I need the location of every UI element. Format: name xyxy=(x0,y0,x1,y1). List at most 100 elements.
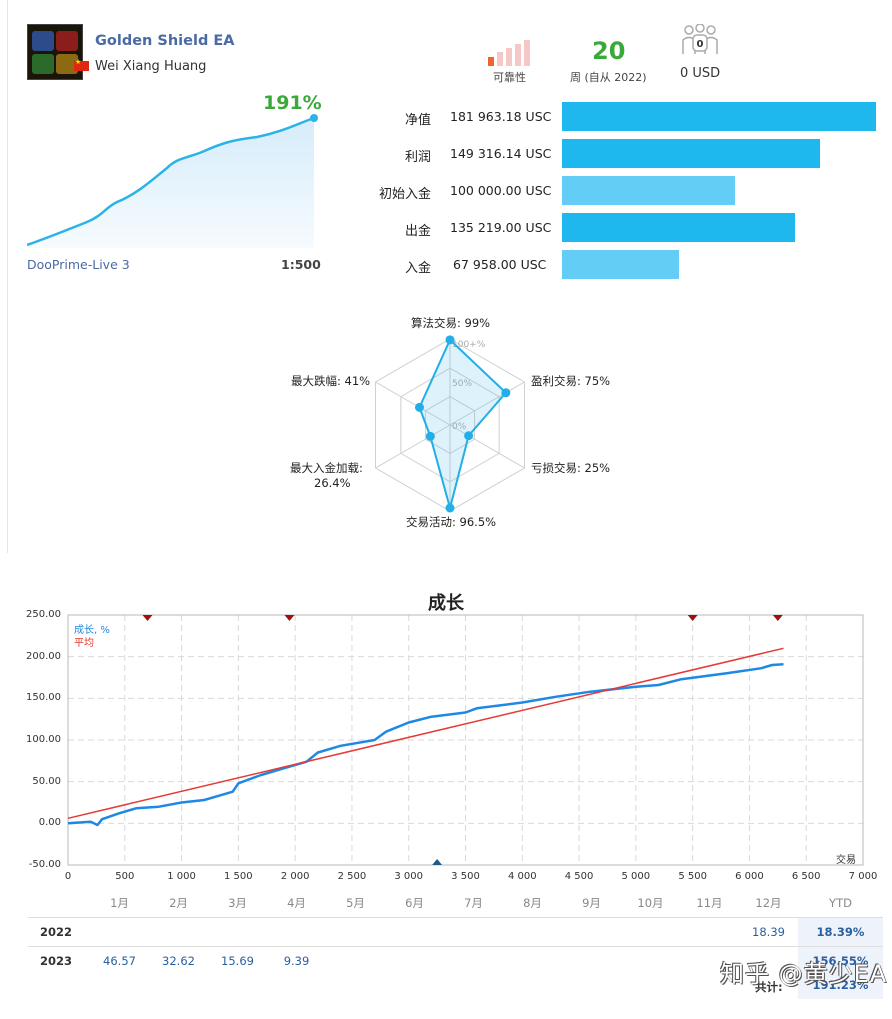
month-value-cell[interactable]: 46.57 xyxy=(103,954,136,968)
total-value: 191.23% xyxy=(798,971,883,999)
financial-bar[interactable] xyxy=(562,102,876,131)
growth-series-line[interactable] xyxy=(67,662,784,827)
month-value-cell xyxy=(503,918,562,947)
growth-line-chart[interactable] xyxy=(67,614,864,866)
month-value-cell xyxy=(385,918,444,947)
month-value-cell xyxy=(444,918,503,947)
legend-growth[interactable]: 成长, % xyxy=(74,625,110,636)
subscribers-value: 0 USD xyxy=(680,66,721,81)
month-header: 5月 xyxy=(346,896,365,910)
radar-axis-label: 盈利交易: 75% xyxy=(531,374,611,388)
subscribers-badge: 0 xyxy=(697,39,704,50)
month-value-cell[interactable]: 32.62 xyxy=(162,954,195,968)
x-tick-label: 5 500 xyxy=(678,871,707,882)
y-tick-label: 200.00 xyxy=(26,650,61,662)
weeks-label: 周 (自从 2022) xyxy=(570,71,647,84)
ea-logo[interactable] xyxy=(27,24,83,80)
radar-point[interactable] xyxy=(445,503,455,513)
logo-shield-blue xyxy=(32,31,54,51)
china-flag-icon xyxy=(74,58,89,71)
left-border xyxy=(7,0,8,553)
financial-label: 出金 xyxy=(404,224,431,239)
radar-point[interactable] xyxy=(425,431,435,441)
ea-name-link[interactable]: Golden Shield EA xyxy=(95,33,235,49)
radar-point[interactable] xyxy=(464,431,474,441)
logo-shield-red xyxy=(56,31,78,51)
month-value-cell[interactable]: 15.69 xyxy=(221,954,254,968)
y-tick-label: -50.00 xyxy=(28,859,61,870)
growth-end-dot xyxy=(310,114,318,122)
month-value-cell[interactable]: 18.39 xyxy=(752,925,785,939)
financial-value: 100 000.00 USC xyxy=(450,183,552,198)
financial-bar[interactable] xyxy=(562,250,679,279)
month-header: 4月 xyxy=(287,896,306,910)
financial-bar[interactable] xyxy=(562,139,820,168)
section-divider xyxy=(0,553,892,575)
ytd-header: YTD xyxy=(829,896,852,910)
month-value-cell xyxy=(149,918,208,947)
growth-percent: 191% xyxy=(263,92,322,114)
month-header: 10月 xyxy=(637,896,664,910)
year-cell: 2023 xyxy=(40,954,73,968)
x-tick-label: 1 000 xyxy=(167,871,196,882)
deposit-marker-icon[interactable] xyxy=(772,615,783,621)
radar-point[interactable] xyxy=(445,335,455,345)
x-tick-label: 0 xyxy=(64,871,72,882)
radar-spoke xyxy=(375,424,451,469)
legend-average[interactable]: 平均 xyxy=(74,638,94,649)
watermark-text: 知乎 @黄少EA xyxy=(720,960,888,988)
radar-axis-label: 交易活动: 96.5% xyxy=(406,515,497,529)
monthly-returns-table: 1月 2月 3月 4月 5月 6月 7月 8月 9月 10月 11月 12月 YTD 2022 18.39… xyxy=(28,889,883,975)
subscribers-icon: 0 xyxy=(682,24,718,54)
broker-server-link[interactable]: DooPrime-Live 3 xyxy=(27,257,130,272)
financial-label: 入金 xyxy=(404,261,431,276)
month-header: 2月 xyxy=(169,896,188,910)
radar-spoke xyxy=(449,381,525,426)
month-header: 12月 xyxy=(755,896,782,910)
month-value-cell xyxy=(208,918,267,947)
radar-axis-label: 最大入金加载: xyxy=(290,461,363,475)
financial-label: 利润 xyxy=(404,150,431,165)
month-header: 7月 xyxy=(464,896,483,910)
y-tick-label: 250.00 xyxy=(26,609,61,620)
author-name[interactable]: Wei Xiang Huang xyxy=(95,59,207,74)
growth-mini-chart[interactable] xyxy=(27,110,319,250)
radar-chart: 0% 50% 100+% xyxy=(375,335,525,513)
deposit-marker-icon[interactable] xyxy=(142,615,153,621)
withdrawal-marker-icon[interactable] xyxy=(432,859,443,865)
month-value-cell xyxy=(267,918,326,947)
month-value-cell xyxy=(444,947,503,976)
radar-axis-label: 亏损交易: 25% xyxy=(531,461,611,475)
month-header: 9月 xyxy=(582,896,601,910)
radar-point[interactable] xyxy=(501,388,511,398)
month-value-cell[interactable]: 9.39 xyxy=(283,954,310,968)
radar-shape xyxy=(418,338,508,512)
month-value-cell xyxy=(326,947,385,976)
x-tick-label: 7 000 xyxy=(848,871,878,882)
ytd-cell: 156.55% xyxy=(798,946,883,975)
financial-bar[interactable] xyxy=(562,213,795,242)
month-value-cell xyxy=(621,947,680,976)
y-tick-label: 100.00 xyxy=(26,734,61,745)
year-cell: 2022 xyxy=(40,925,73,939)
month-value-cell xyxy=(385,947,444,976)
average-series-line[interactable] xyxy=(67,647,784,820)
y-tick-label: 150.00 xyxy=(26,692,61,704)
deposit-marker-icon[interactable] xyxy=(687,615,698,621)
month-value-cell xyxy=(503,947,562,976)
financial-bar[interactable] xyxy=(562,176,735,205)
x-tick-label: 1 500 xyxy=(224,871,253,882)
table-header-row: 1月 2月 3月 4月 5月 6月 7月 8月 9月 10月 11月 12月 YTD xyxy=(28,889,883,918)
deposit-marker-icon[interactable] xyxy=(284,615,295,621)
radar-point[interactable] xyxy=(414,402,424,412)
x-tick-label: 500 xyxy=(115,871,135,882)
x-tick-label: 6 500 xyxy=(791,871,821,882)
month-header: 1月 xyxy=(110,896,129,910)
table-row: 2023 46.57 32.62 15.69 9.39 156.55% xyxy=(28,946,883,976)
financial-label: 初始入金 xyxy=(378,187,431,202)
radar-axis-label: 最大跌幅: 41% xyxy=(291,374,371,388)
x-axis-label: 交易 xyxy=(836,855,856,866)
x-tick-label: 3 500 xyxy=(451,871,480,882)
x-tick-label: 4 000 xyxy=(507,871,537,882)
month-value-cell xyxy=(621,918,680,947)
